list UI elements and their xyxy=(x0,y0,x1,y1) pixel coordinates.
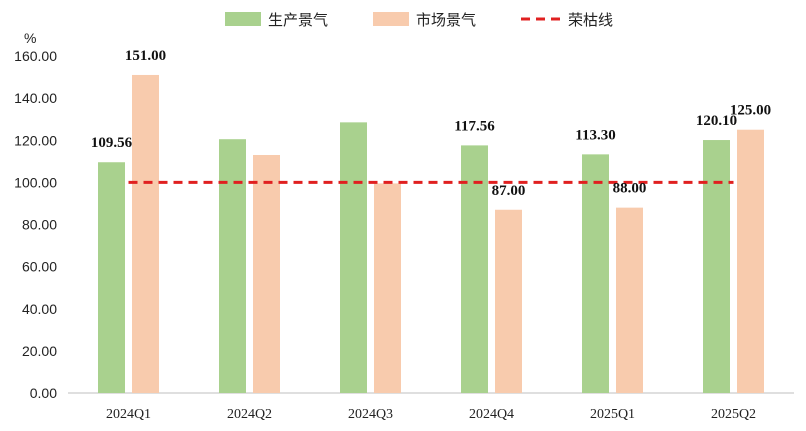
bar-series-1 xyxy=(219,139,246,393)
data-label: 109.56 xyxy=(91,135,133,151)
legend-label-reference-line: 荣枯线 xyxy=(568,11,613,29)
legend-swatch-series-2 xyxy=(373,12,409,26)
x-tick-label: 2025Q2 xyxy=(711,407,756,422)
x-axis-ticks: 2024Q1 2024Q2 2024Q3 2024Q4 2025Q1 2025Q2 xyxy=(106,407,756,422)
y-tick-label: 20.00 xyxy=(22,343,57,359)
y-tick-label: 60.00 xyxy=(22,259,57,275)
bar-series-2 xyxy=(253,154,280,393)
y-tick-label: 100.00 xyxy=(14,174,57,190)
data-label: 125.00 xyxy=(730,103,771,119)
y-axis-ticks: 0.00 20.00 40.00 60.00 80.00 100.00 120.00 140.… xyxy=(14,48,57,401)
legend: 生产景气 市场景气 荣枯线 xyxy=(225,11,613,29)
legend-label-series-2: 市场景气 xyxy=(416,11,476,29)
bar-series-1 xyxy=(461,145,488,393)
bar-series-2 xyxy=(616,207,643,393)
y-tick-label: 40.00 xyxy=(22,301,57,317)
data-label: 117.56 xyxy=(454,118,495,134)
bar-series-1 xyxy=(582,154,609,393)
x-tick-label: 2024Q2 xyxy=(227,407,272,422)
x-tick-label: 2024Q3 xyxy=(348,407,393,422)
y-tick-label: 120.00 xyxy=(14,132,57,148)
x-tick-label: 2025Q1 xyxy=(590,407,635,422)
x-tick-label: 2024Q4 xyxy=(469,407,514,422)
bar-series-2 xyxy=(737,129,764,393)
data-label: 151.00 xyxy=(125,48,166,64)
value-labels: 109.56 151.00 117.56 87.00 113.30 88.00 120.10… xyxy=(91,48,771,199)
data-label: 120.10 xyxy=(696,113,737,129)
y-axis-label: % xyxy=(24,30,36,46)
data-label: 87.00 xyxy=(492,183,526,199)
bar-series-1 xyxy=(340,122,367,394)
bars xyxy=(98,74,764,394)
y-tick-label: 0.00 xyxy=(30,385,57,401)
legend-label-series-1: 生产景气 xyxy=(268,11,328,29)
x-tick-label: 2024Q1 xyxy=(106,407,151,422)
y-tick-label: 80.00 xyxy=(22,217,57,233)
legend-swatch-series-1 xyxy=(225,12,261,26)
bar-series-2 xyxy=(495,209,522,393)
bar-series-2 xyxy=(374,183,401,393)
bar-series-1 xyxy=(98,162,125,393)
data-label: 88.00 xyxy=(613,181,647,197)
y-tick-label: 160.00 xyxy=(14,48,57,64)
bar-series-2 xyxy=(132,74,159,394)
bar-series-1 xyxy=(703,140,730,393)
y-tick-label: 140.00 xyxy=(14,90,57,106)
data-label: 113.30 xyxy=(575,127,615,143)
